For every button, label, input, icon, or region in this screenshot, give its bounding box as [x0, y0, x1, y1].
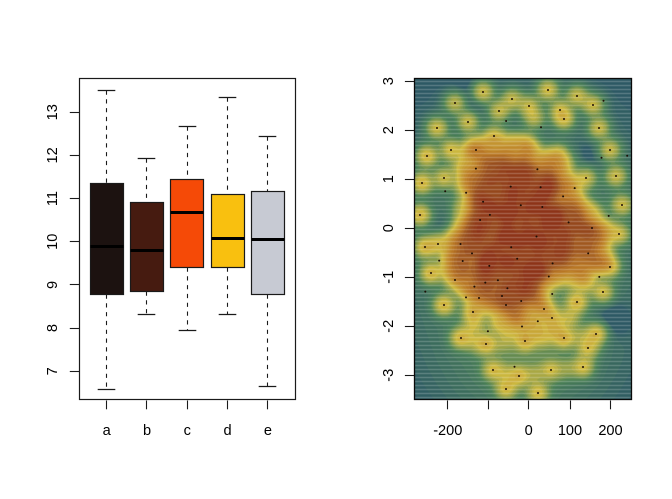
svg-text:100: 100 — [558, 423, 582, 439]
svg-text:e: e — [264, 423, 272, 439]
svg-text:1: 1 — [381, 175, 397, 183]
svg-text:d: d — [224, 423, 232, 439]
svg-text:c: c — [184, 423, 191, 439]
svg-text:8: 8 — [45, 324, 61, 332]
svg-text:-200: -200 — [433, 423, 462, 439]
svg-text:a: a — [103, 423, 112, 439]
svg-text:0: 0 — [525, 423, 533, 439]
svg-text:3: 3 — [381, 77, 397, 85]
svg-text:2: 2 — [381, 126, 397, 134]
svg-text:11: 11 — [45, 191, 61, 206]
svg-text:13: 13 — [45, 104, 61, 120]
svg-text:0: 0 — [381, 224, 397, 232]
svg-text:10: 10 — [45, 234, 61, 250]
svg-text:-3: -3 — [381, 369, 397, 382]
svg-text:9: 9 — [45, 281, 61, 289]
svg-text:b: b — [143, 423, 151, 439]
svg-text:-2: -2 — [381, 320, 397, 333]
svg-text:200: 200 — [598, 423, 622, 439]
svg-text:12: 12 — [45, 147, 61, 163]
svg-text:-1: -1 — [381, 271, 397, 284]
svg-text:7: 7 — [45, 367, 61, 375]
